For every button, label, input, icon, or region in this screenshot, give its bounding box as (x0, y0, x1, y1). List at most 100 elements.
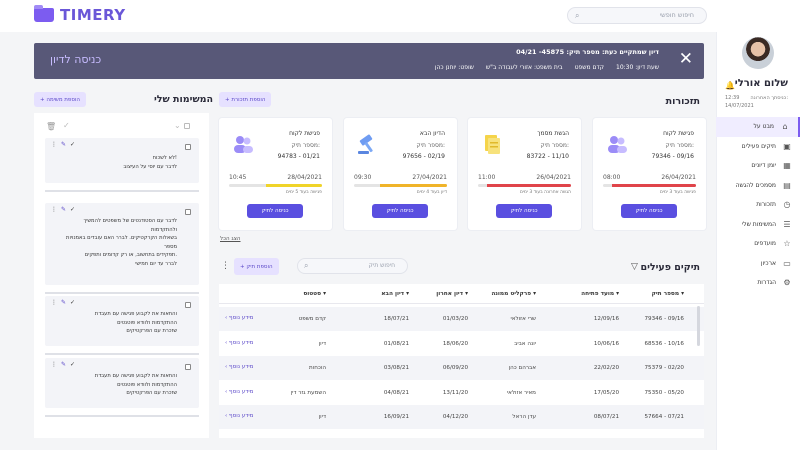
more-info-link[interactable]: ‹ מידע נוסף (225, 389, 253, 395)
enter-case-button[interactable]: כניסה לתיק (372, 204, 428, 218)
enter-case-button[interactable]: כניסה לתיק (496, 204, 552, 218)
card-note: פגישה בעוד 3 ימים (659, 190, 696, 195)
more-vert-icon[interactable]: ⋮ (51, 206, 57, 213)
enter-case-button[interactable]: כניסה לתיק (247, 204, 303, 218)
pin-icon[interactable]: ✎ (61, 299, 67, 306)
add-case-button[interactable]: + הוספת תיק (234, 258, 279, 275)
sidebar-item-0[interactable]: מבט על ⌂ (716, 117, 800, 137)
table-cell: 01/03/20 (442, 316, 468, 322)
check-icon[interactable]: ✓ (70, 361, 76, 368)
more-vert-icon[interactable]: ⋮ (221, 261, 230, 271)
global-search-input[interactable]: ⌕ חיפוש חופשי (567, 7, 707, 24)
task-checkbox[interactable] (185, 364, 191, 370)
case-search-input[interactable]: ⌕ חיפוש תיק (297, 258, 408, 274)
task-checkbox[interactable] (185, 302, 191, 308)
more-info-link[interactable]: ‹ מידע נוסף (225, 413, 253, 419)
pin-icon[interactable]: ✎ (61, 206, 67, 213)
check-icon[interactable]: ✓ (70, 299, 76, 306)
check-icon[interactable]: ✓ (70, 141, 76, 148)
enter-hearing-button[interactable]: כניסה לדיון (50, 53, 102, 66)
column-header[interactable]: פרקליט ממונה ▾ (491, 291, 536, 297)
column-header[interactable]: דיון אחרון ▾ (436, 291, 468, 297)
documents-icon: ▤ (783, 180, 791, 190)
last-login-date: 14/07/2021 (725, 103, 754, 109)
table-cell: שרי אזולאי (510, 316, 536, 322)
pin-icon[interactable]: ✎ (61, 361, 67, 368)
chevron-down-icon[interactable]: ⌄ (174, 121, 181, 130)
sidebar-item-label: ארכיון (760, 259, 776, 267)
table-row[interactable]: 57664 - 07/21 08/07/21 עדן הראל 04/12/20 16/… (219, 405, 704, 429)
trash-icon[interactable]: 🗑 (46, 122, 57, 131)
check-icon[interactable]: ✓ (70, 206, 76, 213)
task-item[interactable]: ⋮ ✎ ✓ והחאות את לקבוע פגישה עם תעבדת ההתקדמו… (45, 296, 199, 346)
task-line: ההתקדמות ולוודא פוטנטים (117, 381, 177, 388)
add-reminder-button[interactable]: + הוספת תזכורת (219, 92, 272, 107)
more-vert-icon[interactable]: ⋮ (51, 299, 57, 306)
bell-icon[interactable]: 🔔 (725, 81, 735, 90)
sort-down-icon: ▾ (404, 291, 409, 297)
task-tools: ⋮ ✎ ✓ (51, 206, 75, 213)
card-progress-bar (603, 184, 696, 187)
column-header-label: מספר תיק (651, 291, 680, 297)
more-vert-icon[interactable]: ⋮ (51, 361, 57, 368)
table-header: מספר תיק ▾ מועד פתיחה ▾ פרקליט ממונה ▾ דיון… (219, 284, 704, 304)
table-cell: 22/02/20 (593, 365, 619, 371)
table-row[interactable]: 79346 - 09/16 12/09/16 שרי אזולאי 01/03/20 1… (219, 307, 704, 331)
more-info-link[interactable]: ‹ מידע נוסף (225, 315, 253, 321)
card-case-label: מספר תיק: (665, 142, 694, 149)
table-row[interactable]: 68536 - 10/16 10/06/16 יונה אביב 18/06/20 01… (219, 332, 704, 356)
tasks-icon: ☰ (783, 219, 791, 229)
filter-icon[interactable]: ▽ (631, 262, 638, 272)
column-header[interactable]: דיון הבא ▾ (381, 291, 409, 297)
table-cell: 12/09/16 (593, 316, 619, 322)
sidebar-item-3[interactable]: מסמכים להגשה ▤ (716, 176, 800, 196)
table-cell: 01/08/21 (383, 340, 409, 347)
table-row[interactable]: 75379 - 02/20 22/02/20 אברהם כהן 06/09/20 03… (219, 356, 704, 380)
enter-case-button[interactable]: כניסה לתיק (621, 204, 677, 218)
card-case-label: מספר תיק: (540, 142, 569, 149)
task-item[interactable]: ⋮ ✎ ✓ והחאות את לקבוע פגישה עם תעבדת ההתקדמו… (45, 358, 199, 408)
table-cell: 06/09/20 (442, 365, 468, 371)
column-header[interactable]: מספר תיק ▾ (652, 291, 684, 297)
logo[interactable]: TIMERY (34, 5, 126, 24)
sidebar-item-2[interactable]: יומן דיונים ▦ (716, 156, 800, 176)
task-checkbox[interactable] (185, 144, 191, 150)
sidebar-item-6[interactable]: מועדפים ☆ (716, 234, 800, 254)
card-time: 10:45 (229, 174, 247, 181)
reminder-card: הדיון הבא מספר תיק: 97656 - 02/19 27/04/202… (344, 118, 457, 230)
close-icon[interactable]: ✕ (678, 49, 693, 69)
pin-icon[interactable]: ✎ (61, 141, 67, 148)
task-line: והחאות את לקבוע פגישה עם תעבדת (94, 373, 177, 379)
select-all-checkbox[interactable] (184, 123, 190, 129)
column-header-label: דיון אחרון (436, 291, 464, 297)
sort-down-icon: ▾ (614, 291, 619, 297)
more-info-link[interactable]: ‹ מידע נוסף (225, 364, 253, 370)
table-scrollbar[interactable] (697, 306, 700, 346)
task-item[interactable]: ⋮ ✎ ✓ לא לשכוח! לדבר עם יוסי על העיצוב (45, 138, 199, 183)
table-cell: עדן הראל (512, 414, 536, 420)
column-header[interactable]: סטטוס ▾ (303, 291, 326, 297)
add-task-button[interactable]: + הוספת משימה (34, 92, 87, 107)
table-row[interactable]: 75350 - 05/20 17/05/20 מאיר אזולאי 13/11/20… (219, 381, 704, 405)
task-checkbox[interactable] (185, 209, 191, 215)
more-vert-icon[interactable]: ⋮ (51, 141, 57, 148)
avatar[interactable] (742, 37, 774, 69)
sidebar-item-4[interactable]: תזכורות ◷ (716, 195, 800, 215)
show-all-link[interactable]: הצג הכל (220, 236, 241, 242)
sidebar-item-8[interactable]: הגדרות ⚙ (716, 273, 800, 293)
check-icon[interactable]: ✓ (63, 121, 70, 130)
last-login-label: כניסתך האחרונה: (750, 95, 788, 101)
sidebar-item-1[interactable]: תיקים פעילים ▣ (716, 137, 800, 157)
sidebar-item-5[interactable]: המשימות שלי ☰ (716, 215, 800, 235)
table-cell: דיון (318, 340, 326, 347)
gavel-icon (356, 132, 380, 156)
task-item[interactable]: ⋮ ✎ ✓ לדבר עם הסטודנטים של משפטים להמשיך ול… (45, 203, 199, 285)
card-progress-bar (478, 184, 571, 187)
card-note: דיון בעוד 4 ימים (416, 190, 447, 195)
more-info-link[interactable]: ‹ מידע נוסף (225, 340, 253, 346)
task-line: בשאלות הקרקטיקים. לברר האם עובדים באמנוי… (66, 235, 177, 250)
column-header[interactable]: מועד פתיחה ▾ (581, 291, 619, 297)
table-cell: 75379 - 02/20 (644, 365, 685, 371)
sort-down-icon: ▾ (463, 291, 468, 297)
sidebar-item-7[interactable]: ארכיון ▭ (716, 254, 800, 274)
